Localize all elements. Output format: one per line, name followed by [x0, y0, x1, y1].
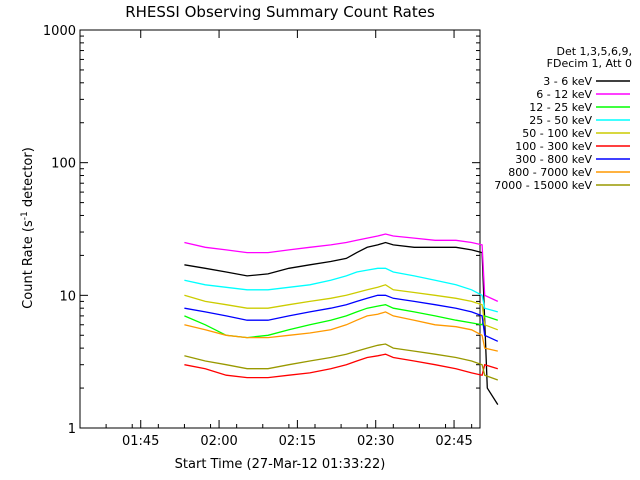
series-line — [184, 241, 499, 405]
legend: Det 1,3,5,6,9,FDecim 1, Att 0 3 - 6 keV6 … — [494, 45, 632, 192]
legend-label: 7000 - 15000 keV — [494, 179, 592, 192]
y-tick-label: 1 — [68, 422, 76, 437]
x-tick-label: 02:45 — [435, 434, 472, 449]
chart-title-group: RHESSI Observing Summary Count Rates — [125, 3, 435, 21]
legend-label: 50 - 100 keV — [522, 127, 592, 140]
legend-header: FDecim 1, Att 0 — [547, 57, 632, 70]
y-tick-label: 1000 — [43, 24, 76, 39]
x-tick-label: 01:45 — [122, 434, 159, 449]
series-line — [184, 304, 499, 339]
legend-label: 25 - 50 keV — [529, 114, 592, 127]
x-tick-label: 02:00 — [200, 434, 237, 449]
chart-title: RHESSI Observing Summary Count Rates — [125, 3, 435, 21]
legend-label: 300 - 800 keV — [515, 153, 592, 166]
legend-header: Det 1,3,5,6,9, — [556, 45, 632, 58]
series-line — [184, 311, 498, 352]
y-axis-label: Count Rate (s-1 detector) — [20, 147, 36, 309]
plot-frame — [79, 29, 481, 429]
series-line — [184, 343, 499, 381]
legend-label: 3 - 6 keV — [543, 75, 592, 88]
x-tick-label: 02:15 — [279, 434, 316, 449]
y-tick-label: 10 — [59, 289, 76, 304]
legend-label: 6 - 12 keV — [536, 88, 592, 101]
plot-series — [184, 233, 499, 405]
y-tick-label: 100 — [51, 157, 76, 172]
series-line — [184, 284, 499, 331]
legend-label: 100 - 300 keV — [515, 140, 592, 153]
legend-label: 800 - 7000 keV — [508, 166, 592, 179]
series-line — [184, 233, 499, 302]
series-line — [184, 294, 499, 342]
plot-axes: 1 10 100 1000 01:45 02:00 02:15 02:30 02:45 — [43, 24, 481, 449]
series-line — [184, 267, 498, 313]
legend-label: 12 - 25 keV — [529, 101, 592, 114]
x-axis-label: Start Time (27-Mar-12 01:33:22) — [175, 457, 386, 472]
x-tick-label: 02:30 — [357, 434, 394, 449]
series-line — [184, 353, 498, 379]
